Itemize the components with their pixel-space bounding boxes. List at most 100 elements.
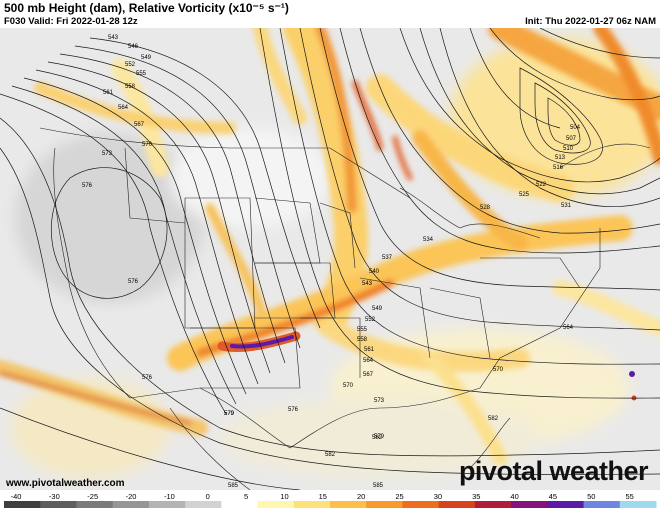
contour-label: 585: [228, 483, 239, 489]
colorbar-swatch: [619, 501, 657, 508]
contour-label: 552: [125, 62, 136, 68]
contour-label: 579: [224, 411, 235, 417]
contour-label: 528: [480, 205, 491, 211]
colorbar-swatch: [148, 501, 186, 508]
contour-label: 510: [563, 146, 574, 152]
contour-label: 549: [372, 306, 383, 312]
contour-label: 576: [142, 375, 153, 381]
colorbar-swatch: [40, 501, 77, 508]
contour-label: 507: [566, 136, 577, 142]
colorbar: -40 -30 -25 -20 -10 0 5 10 15 20 25 30 35 40 45 50 55: [0, 490, 660, 510]
colorbar-swatch: [583, 501, 621, 508]
contour-label: 558: [357, 337, 368, 343]
colorbar-swatch: [221, 501, 259, 508]
contour-label: 534: [423, 237, 434, 243]
contour-label: 555: [136, 71, 147, 77]
colorbar-tick-label: 45: [549, 492, 557, 501]
contour-label: 543: [108, 35, 119, 41]
site-url: www.pivotalweather.com: [6, 478, 125, 489]
colorbar-swatch: [330, 501, 367, 508]
contour-label: 513: [555, 155, 566, 161]
state-6: [190, 327, 301, 389]
contour-label: 579: [374, 434, 385, 440]
colorbar-tick-label: 5: [244, 492, 248, 501]
valid-time: F030 Valid: Fri 2022-01-28 12z: [4, 16, 138, 27]
colorbar-tick-label: 55: [625, 492, 633, 501]
contour-label: 570: [493, 367, 504, 373]
colorbar-tick-label: -30: [49, 492, 60, 501]
coastline-gulf: [199, 228, 601, 449]
colorbar-swatch: [112, 501, 150, 508]
vort-spot-east: [629, 371, 635, 377]
vort-max-core: [230, 335, 294, 349]
contour-label: 582: [325, 452, 336, 458]
colorbar-tick-label: 0: [206, 492, 210, 501]
contour-label: 504: [570, 125, 581, 131]
contour-label: 573: [374, 398, 385, 404]
state-3: [255, 262, 336, 319]
colorbar-swatch: [547, 501, 585, 508]
canada-coast: [559, 143, 651, 169]
state-10: [480, 257, 581, 289]
colorbar-tick-label: -40: [11, 492, 22, 501]
contour-label: 585: [373, 483, 384, 489]
contour-labels: 543 546 549 552 555 558 561 564 567 570 …: [82, 35, 581, 489]
contour-label: 573: [102, 151, 113, 157]
contour-label: 582: [372, 435, 383, 441]
colorbar-swatches: [4, 501, 657, 508]
contour-label: 531: [561, 203, 572, 209]
contour-label: 561: [364, 347, 375, 353]
colorbar-tick-label: -10: [164, 492, 175, 501]
map-canvas: 543 546 549 552 555 558 561 564 567 570 …: [0, 28, 660, 490]
contour-label: 540: [369, 269, 380, 275]
contour-label: 576: [128, 279, 139, 285]
contour-label: 555: [357, 327, 368, 333]
florida: [469, 417, 511, 469]
contour-label: 567: [363, 372, 374, 378]
contour-label: 570: [142, 142, 153, 148]
contour-label: 576: [288, 407, 299, 413]
us-canada-border: [39, 127, 411, 199]
contour-label: 570: [343, 383, 354, 389]
contour-label: 564: [118, 105, 129, 111]
contour-label: 549: [141, 55, 152, 61]
colorbar-swatch: [293, 501, 331, 508]
height-contours: [0, 28, 660, 490]
state-9: [429, 287, 491, 359]
colorbar-tick-label: -20: [126, 492, 137, 501]
contour-label: 564: [363, 358, 374, 364]
vorticity-bands: [0, 28, 660, 465]
colorbar-tick-label: 15: [319, 492, 327, 501]
contour-label: 525: [519, 192, 530, 198]
contour-label: 564: [563, 325, 574, 331]
colorbar-tick-label: 50: [587, 492, 595, 501]
mexico-coast: [169, 407, 251, 490]
contour-label: 552: [365, 317, 376, 323]
colorbar-tick-label: 35: [472, 492, 480, 501]
colorbar-ticks: -40 -30 -25 -20 -10 0 5 10 15 20 25 30 35 40 45 50 55: [11, 492, 634, 501]
colorbar-tick-label: 40: [510, 492, 518, 501]
coastline-west: [53, 147, 131, 399]
colorbar-tick-label: 10: [280, 492, 288, 501]
colorbar-tick-label: 30: [434, 492, 442, 501]
brand-watermark: pivotal weather: [458, 456, 649, 486]
colorbar-swatch: [474, 501, 512, 508]
contour-label: 522: [536, 182, 547, 188]
colorbar-swatch: [4, 501, 41, 508]
colorbar-swatch: [185, 501, 222, 508]
colorbar-swatch: [402, 501, 440, 508]
contour-label: 558: [125, 84, 136, 90]
contour-label: 576: [82, 183, 93, 189]
contour-label: 543: [362, 281, 373, 287]
state-4: [319, 202, 356, 269]
contour-label: 582: [488, 416, 499, 422]
colorbar-tick-label: -25: [87, 492, 98, 501]
contour-label: 567: [134, 122, 145, 128]
colorbar-swatch: [257, 501, 295, 508]
colorbar-swatch: [76, 501, 114, 508]
map-title: 500 mb Height (dam), Relative Vorticity …: [4, 1, 289, 15]
colorbar-swatch: [511, 501, 548, 508]
contour-label: 561: [103, 90, 114, 96]
contour-label: 546: [128, 44, 139, 50]
